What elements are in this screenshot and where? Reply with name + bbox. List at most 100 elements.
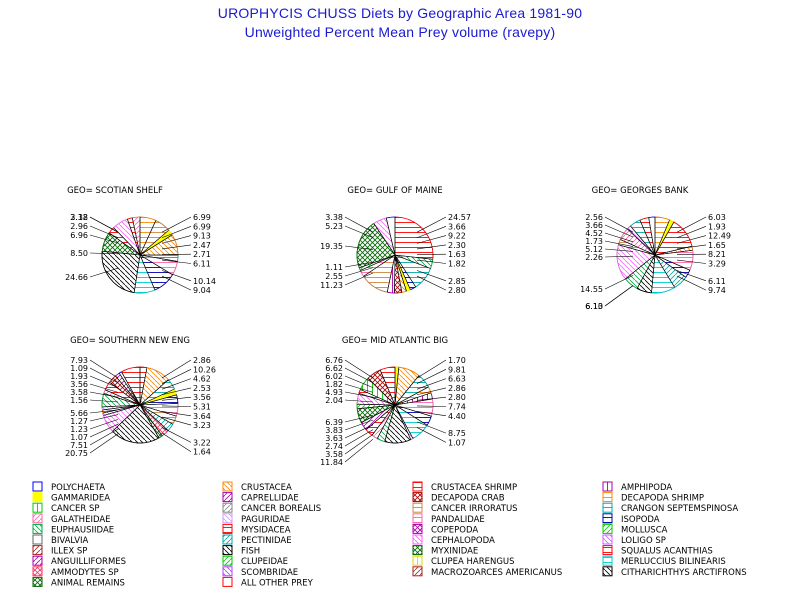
pie-value-label: 1.93	[708, 222, 726, 231]
legend-swatch	[222, 566, 233, 577]
pie-slice-edge	[380, 366, 396, 371]
pie-value-label: 3.83	[325, 426, 343, 435]
pie-value-label: 5.23	[325, 222, 343, 231]
legend-item: GALATHEIDAE	[32, 513, 111, 525]
legend-item: CANCER BOREALIS	[222, 502, 321, 514]
leader-line	[89, 383, 119, 393]
leader-line	[89, 399, 119, 403]
pie-value-label: 4.93	[325, 388, 343, 397]
pie-chart-5: GEO= MID ATLANTIC BIG 6.766.626.021.824.9…	[320, 336, 466, 467]
leader-line	[344, 419, 374, 431]
pie-value-label: 1.70	[448, 356, 466, 365]
pie-value-label: 6.76	[325, 356, 343, 365]
legend-swatch	[412, 502, 423, 513]
legend-item: CEPHALOPODA	[412, 534, 495, 546]
pie-chart-4: GEO= SOUTHERN NEW ENG7.931.091.933.563.5…	[65, 336, 216, 458]
pie-value-label: 4.62	[193, 375, 211, 384]
pie-value-label: 1.73	[585, 237, 603, 246]
pie-value-label: 2.18	[70, 213, 88, 222]
leader-line	[416, 378, 447, 390]
legend-label: CLUPEIDAE	[241, 557, 288, 567]
legend-swatch	[602, 566, 613, 577]
pie-value-label: 2.86	[448, 384, 466, 393]
pie-value-label: 20.75	[65, 449, 88, 458]
legend-label: MYXINIDAE	[431, 547, 478, 557]
leader-line	[416, 235, 447, 244]
pie-slice-edge	[146, 367, 169, 380]
leader-line	[89, 252, 119, 255]
pie-slice-edge	[121, 366, 141, 373]
legend-label: ILLEX SP	[51, 547, 87, 557]
leader-line	[416, 244, 447, 250]
pie-slice-edge	[101, 251, 135, 293]
leader-line	[344, 245, 374, 250]
pie-value-label: 5.12	[585, 245, 603, 254]
legend-item: ISOPODA	[602, 513, 660, 525]
pie-value-label: 3.32	[70, 213, 88, 222]
leader-line	[676, 226, 707, 239]
legend-item: CRANGON SEPTEMSPINOSA	[602, 502, 738, 514]
legend-label: MACROZOARCES AMERICANUS	[431, 568, 562, 578]
leader-line	[89, 367, 119, 384]
leader-line	[344, 216, 374, 233]
pie-value-label: 2.53	[193, 384, 211, 393]
pie-value-label: 7.51	[70, 441, 88, 450]
pie-value-label: 1.07	[70, 433, 88, 442]
legend-item: EUPHAUSIIDAE	[32, 523, 114, 535]
leader-line	[344, 438, 374, 463]
leader-line	[676, 235, 707, 244]
legend-label: CANCER BOREALIS	[241, 504, 321, 514]
legend-item: DECAPODA SHRIMP	[602, 492, 704, 504]
legend-label: CITHARICHTHYS ARCTIFRONS	[621, 568, 747, 578]
legend-swatch	[222, 534, 233, 545]
legend-swatch	[222, 523, 233, 534]
pie-value-label: 14.55	[580, 285, 603, 294]
legend-swatch	[32, 502, 43, 513]
pie-slice-edge	[415, 268, 431, 288]
pie-value-label: 2.86	[193, 356, 211, 365]
legend-swatch	[602, 545, 613, 556]
legend-item: GAMMARIDEA	[32, 492, 110, 504]
pie-value-label: 6.13	[585, 302, 603, 311]
legend-label: ALL OTHER PREY	[241, 578, 314, 588]
legend-item: CANCER IRRORATUS	[412, 502, 518, 514]
legend-swatch	[602, 523, 613, 534]
legend-swatch	[222, 576, 233, 587]
pie-value-label: 6.99	[193, 222, 211, 231]
legend-swatch	[602, 492, 613, 503]
legend-swatch	[222, 555, 233, 566]
pie-value-label: 6.11	[708, 277, 726, 286]
leader-line	[89, 414, 119, 422]
pie-value-label: 3.58	[325, 450, 343, 459]
legend-label: CRUSTACEA SHRIMP	[431, 483, 517, 493]
leader-line	[604, 216, 634, 233]
leader-line	[89, 225, 119, 238]
legend-swatch	[32, 555, 43, 566]
pie-slice-edge	[356, 223, 375, 268]
pie-value-label: 9.81	[448, 365, 466, 374]
pie-value-label: 9.04	[193, 286, 211, 295]
leader-line	[416, 275, 447, 291]
legend-item: SCOMBRIDAE	[222, 566, 298, 578]
legend-item: FISH	[222, 545, 260, 557]
pie-slice	[394, 216, 434, 260]
pie-value-label: 10.14	[193, 277, 216, 286]
legend-swatch	[602, 555, 613, 566]
leader-line	[89, 423, 119, 438]
legend-label: PAGURIDAE	[241, 515, 290, 525]
leader-line	[89, 267, 119, 278]
leader-line	[416, 405, 447, 407]
legend-item: CLUPEIDAE	[222, 555, 288, 567]
pie-value-label: 2.04	[325, 396, 343, 405]
legend-label: FISH	[241, 547, 260, 557]
legend-swatch	[222, 492, 233, 503]
legend-item: ALL OTHER PREY	[222, 576, 314, 588]
leader-line	[676, 270, 707, 282]
pie-value-label: 3.23	[193, 421, 211, 430]
chart-title: UROPHYCIS CHUSS Diets by Geographic Area…	[217, 5, 583, 21]
leader-line	[344, 429, 374, 447]
pie-value-label: 6.62	[325, 364, 343, 373]
leader-line	[344, 375, 374, 388]
leader-line	[161, 226, 192, 239]
